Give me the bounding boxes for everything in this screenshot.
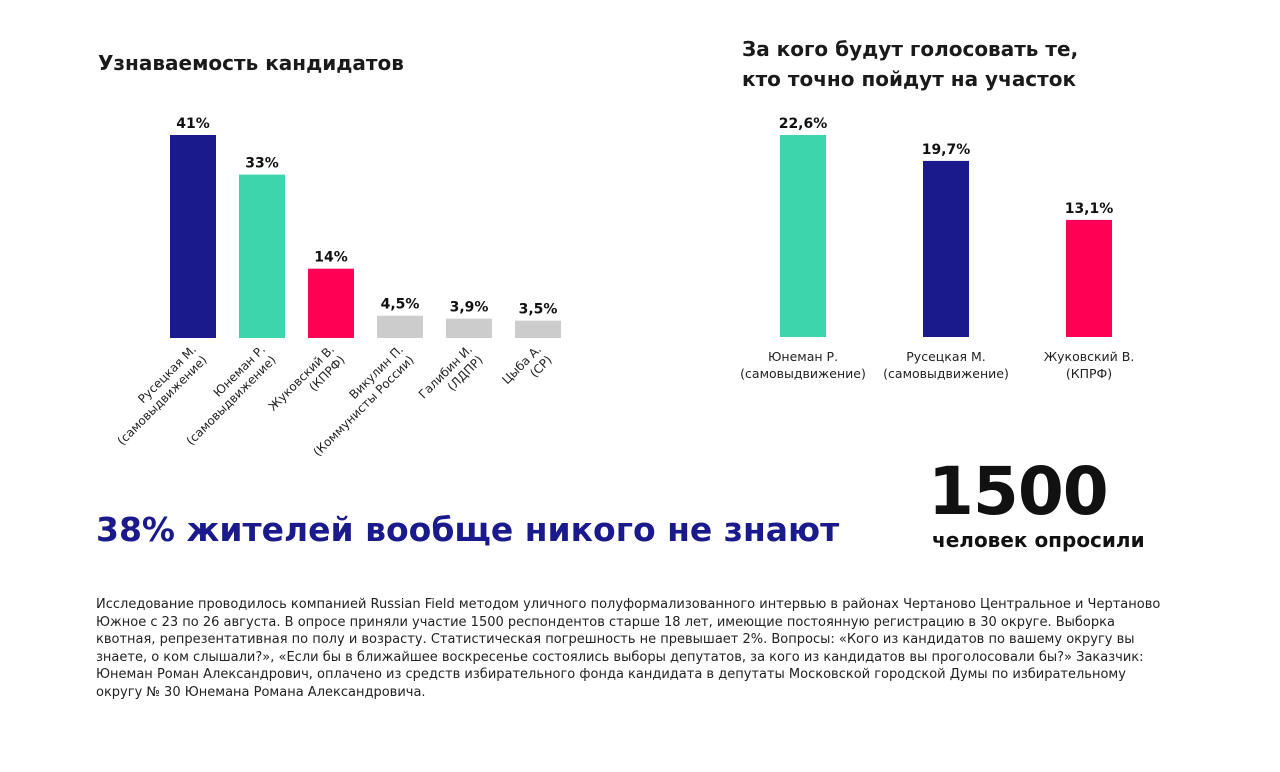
voting-category-label-1: Русецкая М.	[906, 349, 985, 364]
recognition-bar-2	[308, 268, 354, 338]
recognition-value-label-0: 41%	[176, 116, 210, 132]
chart-title-voting: За кого будут голосовать те, кто точно п…	[742, 34, 1078, 94]
voting-category-label-0: Юнеман Р.	[768, 349, 838, 364]
voting-category-label-2: Жуковский В.	[1044, 349, 1135, 364]
recognition-bar-0	[170, 135, 216, 338]
recognition-value-label-4: 3,9%	[450, 300, 489, 316]
voting-value-label-1: 19,7%	[922, 142, 971, 158]
voting-value-label-2: 13,1%	[1065, 201, 1114, 217]
voting-bar-1	[923, 160, 969, 337]
chart-title-voting-line-1: За кого будут голосовать те,	[742, 37, 1079, 61]
recognition-bar-3	[377, 315, 423, 338]
methodology-footnote: Исследование проводилось компанией Russi…	[96, 597, 1161, 700]
voting-bar-chart: 22,6% Юнеман Р. (самовыдвижение) 19,7% Русец…	[740, 116, 1135, 381]
recognition-bar-5	[515, 320, 561, 338]
chart-title-voting-line-2: кто точно пойдут на участок	[742, 67, 1077, 91]
recognition-value-label-5: 3,5%	[519, 302, 558, 318]
respondents-caption: человек опросили	[932, 528, 1145, 552]
voting-category-label-2: (КПРФ)	[1066, 366, 1112, 381]
chart-title-recognition: Узнаваемость кандидатов	[98, 51, 404, 75]
voting-bar-0	[780, 135, 826, 337]
recognition-value-label-2: 14%	[314, 250, 348, 266]
recognition-value-label-1: 33%	[245, 156, 279, 172]
recognition-value-label-3: 4,5%	[381, 297, 420, 313]
respondents-number: 1500	[928, 453, 1109, 530]
recognition-bar-1	[239, 174, 285, 338]
voting-value-label-0: 22,6%	[779, 116, 828, 132]
voting-category-label-0: (самовыдвижение)	[740, 366, 866, 381]
headline: 38% жителей вообще никого не знают	[96, 510, 840, 549]
recognition-bar-4	[446, 318, 492, 338]
voting-bar-2	[1066, 219, 1112, 337]
recognition-bar-chart: 41%Русецкая М.(самовыдвижение)33%Юнеман …	[115, 116, 561, 459]
voting-category-label-1: (самовыдвижение)	[883, 366, 1009, 381]
